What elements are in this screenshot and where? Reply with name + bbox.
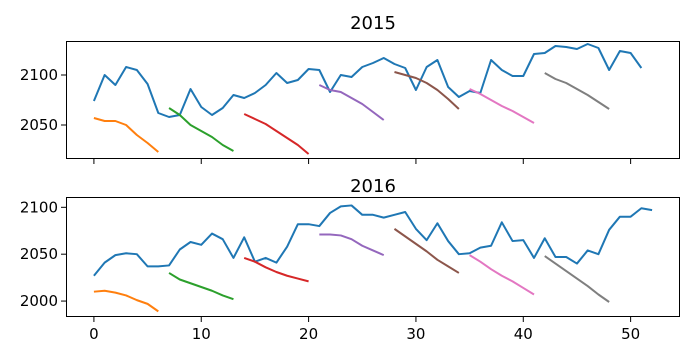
- series-line-2016-0: [93, 204, 653, 277]
- x-tick-label-2016-10: 10: [192, 325, 211, 343]
- series-line-2015-0: [92, 43, 643, 118]
- axes-frame-2016: [66, 197, 680, 317]
- axes-frame-2015: [66, 41, 680, 159]
- chart-title-2016: 2016: [350, 176, 396, 197]
- series-line-2016-6: [469, 254, 535, 296]
- series-line-2016-4: [319, 233, 385, 257]
- y-tick-label-2015-2100: 2100: [20, 66, 58, 84]
- series-line-2015-4: [318, 84, 385, 121]
- x-tick-label-2016-20: 20: [299, 325, 318, 343]
- series-line-2015-2: [168, 107, 234, 152]
- x-tick-label-2016-40: 40: [514, 325, 533, 343]
- panel-2015: 2015 2050 2100: [20, 13, 680, 164]
- chart-title-2015: 2015: [350, 13, 396, 34]
- y-tick-label-2016-2000: 2000: [20, 292, 58, 310]
- series-line-2015-7: [544, 72, 610, 110]
- x-tick-label-2016-30: 30: [406, 325, 425, 343]
- series-line-2015-3: [243, 113, 310, 155]
- series-line-2016-3: [243, 256, 309, 283]
- panel-2016: 2016 2000 2050 2100 0 10 20 30 40 50: [20, 176, 680, 343]
- y-tick-label-2015-2050: 2050: [20, 116, 58, 134]
- series-line-2016-5: [393, 228, 460, 274]
- series-line-2015-5: [394, 71, 460, 110]
- y-tick-label-2016-2100: 2100: [20, 198, 58, 216]
- x-tick-label-2016-0: 0: [89, 325, 99, 343]
- y-tick-label-2016-2050: 2050: [20, 245, 58, 263]
- series-line-2016-7: [544, 255, 610, 303]
- series-line-2015-6: [469, 88, 535, 124]
- series-line-2016-1: [93, 289, 159, 313]
- series-line-2015-1: [93, 117, 159, 153]
- series-group-2016: [93, 204, 653, 313]
- x-tick-label-2016-50: 50: [621, 325, 640, 343]
- series-group-2015: [92, 43, 643, 155]
- series-line-2016-2: [168, 272, 234, 301]
